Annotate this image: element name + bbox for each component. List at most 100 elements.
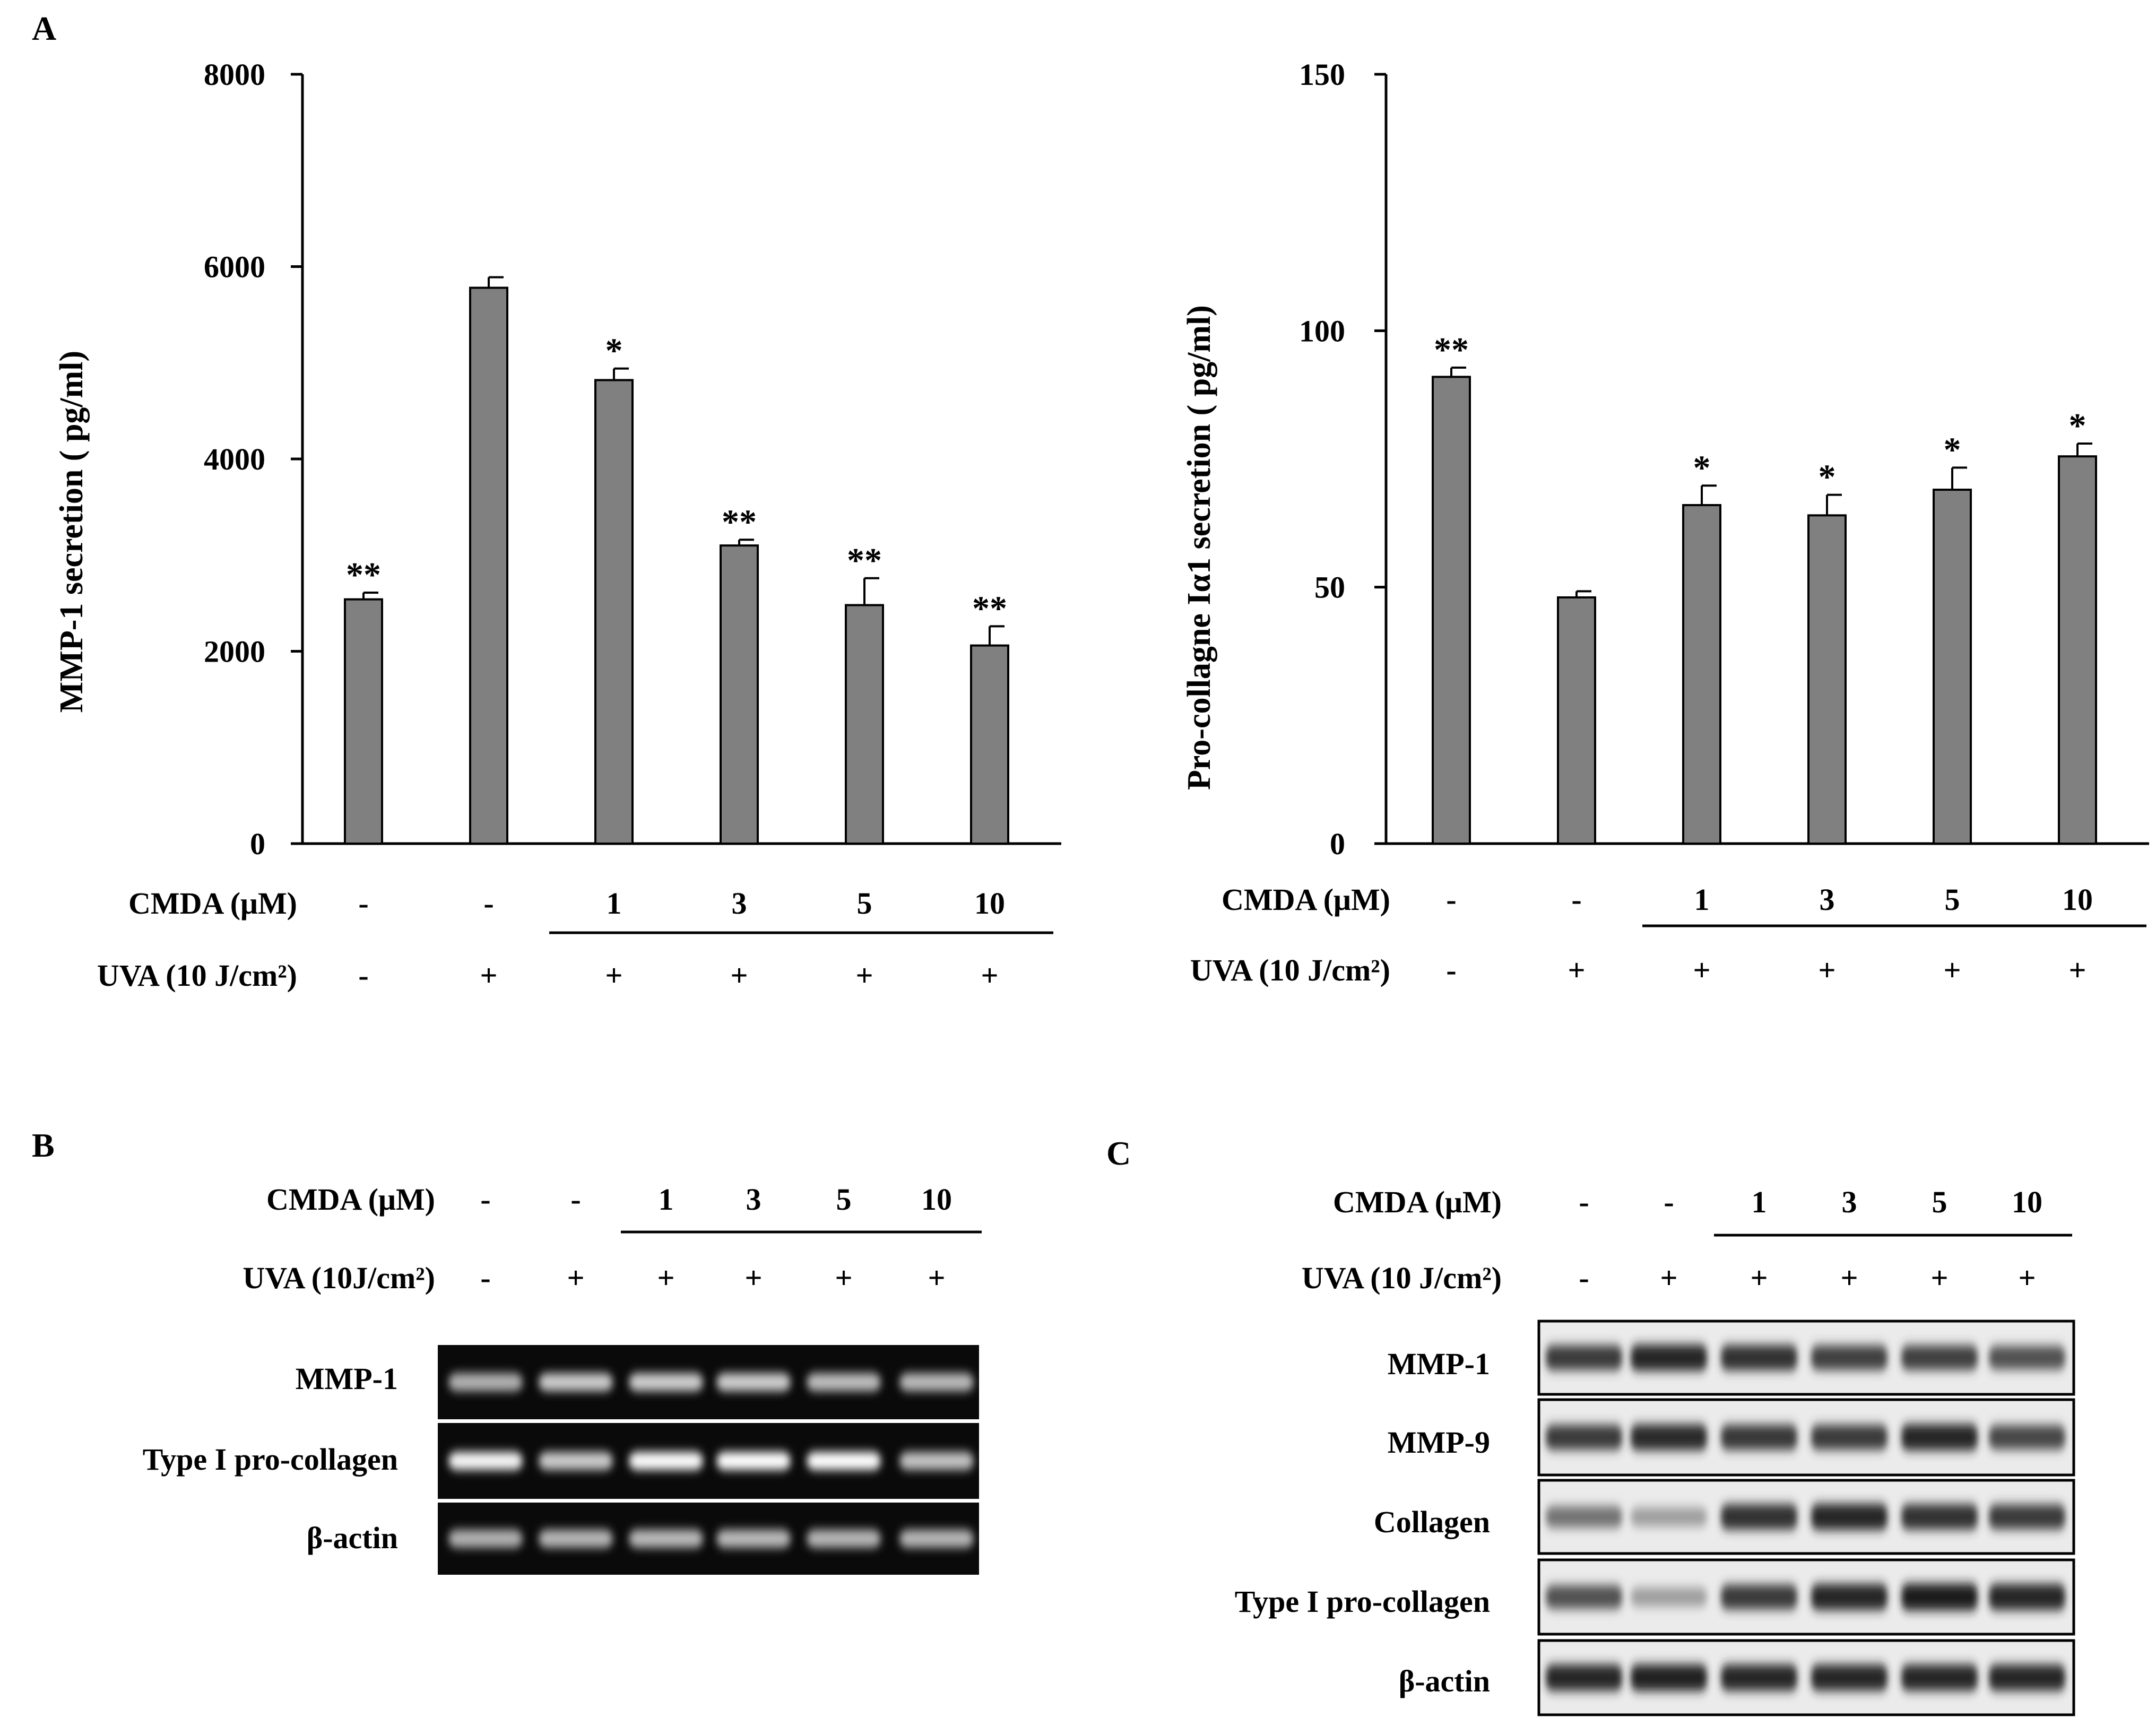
panel-label-a: A (32, 10, 56, 47)
gel-band (716, 1373, 791, 1391)
panel-c-cmda-value: 1 (1752, 1185, 1767, 1219)
panel-c-cmda-label: CMDA (μM) (1333, 1185, 1502, 1219)
blot-band (1811, 1345, 1887, 1370)
bar (1557, 596, 1596, 845)
blot-band (1901, 1424, 1978, 1451)
cmda-value: - (1571, 882, 1581, 917)
uva-value: - (358, 958, 368, 993)
bar (720, 544, 759, 845)
panel-c-uva-value: + (1930, 1261, 1948, 1295)
panel-c-uva-label: UVA (10 J/cm²) (1302, 1261, 1502, 1295)
panel-b-cmda-value: 5 (836, 1182, 852, 1217)
gel-band (539, 1373, 613, 1391)
panel-c-cmda-value: 3 (1842, 1185, 1857, 1219)
panel-b-cmda-value: 1 (659, 1182, 674, 1217)
blot-band (1989, 1664, 2065, 1691)
blot-band (1811, 1664, 1887, 1691)
blot-band (1631, 1424, 1707, 1451)
blot-band (1546, 1506, 1622, 1528)
chart-procollagen-secretion: 0 50 100 150 ** - - - + * 1 + * 3 + * 5 + * 10 + (1299, 57, 2149, 987)
y-tick-label: 0 (1330, 827, 1345, 861)
gel-band (448, 1452, 523, 1470)
cmda-value: 5 (857, 886, 872, 921)
blot-band (1721, 1504, 1797, 1530)
bar (970, 644, 1009, 845)
uva-value: + (605, 958, 622, 993)
significance-mark: * (605, 332, 623, 370)
bar (344, 598, 383, 845)
y-tick-label: 0 (250, 827, 265, 861)
panel-c-uva-value: + (1840, 1261, 1858, 1295)
gel-band (716, 1452, 791, 1470)
gel-strip (438, 1503, 979, 1575)
panel-label-b: B (32, 1126, 55, 1164)
panel-c-western-blot: - - 1 3 5 10 - + + + + + (1537, 1185, 2075, 1716)
panel-c-cmda-value: 10 (2012, 1185, 2042, 1219)
uva-value: + (1943, 953, 1961, 987)
panel-b-uva-label: UVA (10J/cm²) (243, 1261, 435, 1295)
blot-band (1721, 1425, 1797, 1450)
blot-band (1546, 1345, 1622, 1370)
cmda-value: - (358, 886, 368, 921)
blot-band (1989, 1425, 2065, 1450)
panel-b-uva-value: + (835, 1261, 852, 1295)
panel-c-uva-value: + (1750, 1261, 1768, 1295)
cmda-value: 10 (2062, 882, 2093, 917)
blot-band (1811, 1504, 1887, 1530)
bar (845, 604, 884, 845)
y-tick-label: 8000 (204, 57, 265, 92)
chart2-uva-label: UVA (10 J/cm²) (1190, 953, 1390, 987)
blot-band (1721, 1664, 1797, 1691)
cmda-value: - (483, 886, 493, 921)
chart1-ylabel: MMP-1 secretion ( pg/ml) (54, 351, 90, 713)
blot-band (1989, 1504, 2065, 1530)
cmda-value: - (1446, 882, 1456, 917)
gel-band (807, 1373, 881, 1391)
panel-b-uva-value: + (744, 1261, 762, 1295)
panel-c-cmda-value: - (1579, 1185, 1589, 1219)
y-tick-label: 6000 (204, 250, 265, 284)
blot-strip (1537, 1398, 2075, 1477)
significance-mark: ** (1434, 331, 1469, 369)
gel-band (629, 1373, 703, 1391)
bar (2058, 455, 2097, 845)
blot-band (1721, 1344, 1797, 1371)
chart1-cmda-label: CMDA (μM) (128, 886, 297, 921)
panel-c-row-label-actin: β-actin (1399, 1664, 1490, 1698)
blot-band (1901, 1664, 1978, 1691)
uva-value: + (1693, 953, 1710, 987)
blot-strip (1537, 1479, 2075, 1555)
blot-band (1631, 1664, 1707, 1691)
uva-value: + (2068, 953, 2086, 987)
panel-b-uva-value: - (480, 1261, 490, 1295)
bar (1933, 489, 1972, 845)
panel-b-cmda-value: - (480, 1182, 490, 1217)
panel-b-cmda-value: 10 (921, 1182, 952, 1217)
chart2-ylabel: Pro-collagne Iα1 secretion ( pg/ml) (1181, 305, 1217, 790)
panel-c-row-label-collagen: Collagen (1374, 1505, 1490, 1539)
gel-band (629, 1452, 703, 1470)
bar (1682, 504, 1721, 845)
panel-c-cmda-value: - (1664, 1185, 1674, 1219)
cmda-value: 3 (1820, 882, 1835, 917)
chart-mmp1-secretion: 0 2000 4000 6000 8000 ** - - - + * 1 + ** 3 + ** 5 + ** 10 + (204, 57, 1061, 993)
gel-band (448, 1530, 523, 1548)
blot-band (1811, 1584, 1887, 1610)
panel-b-uva-value: + (567, 1261, 584, 1295)
y-tick-label: 4000 (204, 442, 265, 476)
cmda-value: 5 (1945, 882, 1960, 917)
y-tick-label: 100 (1299, 314, 1345, 348)
chart1-uva-label: UVA (10 J/cm²) (97, 958, 297, 993)
gel-band (716, 1530, 791, 1548)
significance-mark: * (1819, 458, 1836, 497)
gel-band (899, 1530, 974, 1548)
cmda-value: 1 (607, 886, 622, 921)
panel-b-row-label-actin: β-actin (307, 1521, 398, 1555)
blot-strip (1537, 1558, 2075, 1636)
blot-band (1546, 1664, 1622, 1691)
blot-band (1721, 1584, 1797, 1610)
blot-band (1989, 1346, 2065, 1370)
uva-value: - (1446, 953, 1456, 987)
significance-mark: * (1944, 430, 1961, 469)
uva-value: + (730, 958, 748, 993)
